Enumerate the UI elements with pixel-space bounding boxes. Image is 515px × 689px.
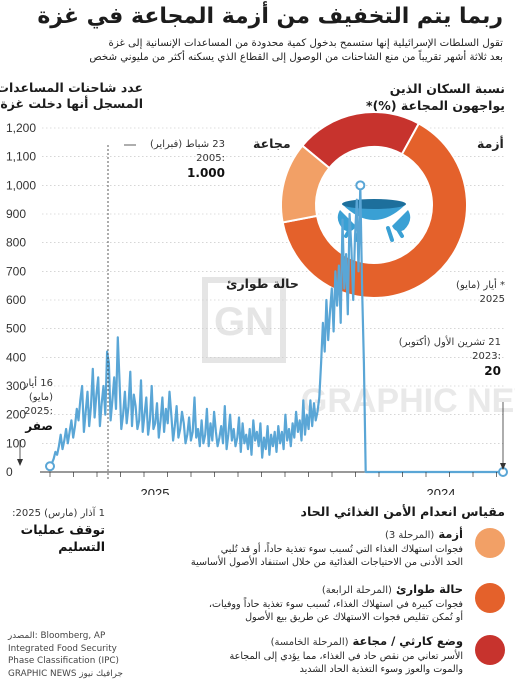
donut-label-emergency: حالة طوارئ xyxy=(226,276,299,291)
oct-year: :2023 xyxy=(472,351,501,362)
emergency-name: حالة طوارئ (المرحلة الرابعة) xyxy=(321,582,463,596)
stop-annotation: 1 آذار (مارس) 2025: توقف عمليات التسليم xyxy=(12,507,105,555)
source-line-3: Phase Classification (IPC) xyxy=(8,656,119,666)
famine-name: وضع كارثي / مجاعة (المرحلة الخامسة) xyxy=(270,634,463,648)
crisis-name: أزمة (المرحلة 3) xyxy=(384,527,463,541)
source-line-4: GRAPHIC NEWS جرافيك نيوز xyxy=(8,668,123,679)
donut-title: نسبة السكان الذين يواجهون المجاعة (%)* xyxy=(335,80,505,114)
scale-title: مقياس انعدام الأمن الغذائي الحاد xyxy=(300,504,505,519)
chart-title: عدد شاحنات المساعدات المسجل أنها دخلت غز… xyxy=(0,80,143,112)
y-axis-tick-labels: 0 100 200 300 400 500 600 700 800 900 1,000 1,100 1,… xyxy=(6,121,36,479)
page-title: ربما يتم التخفيف من أزمة المجاعة في غزة xyxy=(37,4,503,29)
stop-label-2: التسليم xyxy=(58,539,105,554)
y-tick-label: 200 xyxy=(6,408,26,422)
source-line-1: المصدر: Bloomberg, AP xyxy=(8,631,106,641)
scale-level-emergency: حالة طوارئ (المرحلة الرابعة) فجوات كبيرة… xyxy=(205,582,505,632)
y-tick-label: 800 xyxy=(6,236,26,250)
first-point-marker xyxy=(45,461,55,472)
subtitle-line-1: تقول السلطات الإسرائيلية إنها ستسمح بدخو… xyxy=(108,38,503,49)
famine-swatch xyxy=(475,635,505,665)
donut-date-month: * أيار (مايو) xyxy=(456,280,505,291)
donut-label-crisis: أزمة xyxy=(477,136,504,151)
y-tick-label: 100 xyxy=(6,436,26,450)
y-tick-label: 600 xyxy=(6,293,26,307)
x-tick-label-2024: 2024 xyxy=(427,486,456,495)
y-tick-label: 1,100 xyxy=(6,150,36,164)
x-axis-ticks: 2025 2024 xyxy=(49,472,497,495)
source-line-2: Integrated Food Security xyxy=(8,643,117,654)
donut-date-note: * أيار (مايو) 2025 xyxy=(456,279,505,307)
emergency-swatch xyxy=(475,583,505,613)
zero-year: :2025 xyxy=(24,406,53,417)
y-tick-label: 700 xyxy=(6,264,26,278)
oct-arrow-icon xyxy=(500,463,506,470)
watermark-logo: GN xyxy=(202,277,286,363)
peak-point-marker xyxy=(355,180,366,191)
zero-annotation: 16 أيار (مايو) :2025 صفر xyxy=(24,377,53,435)
crisis-desc: فجوات استهلاك الغذاء التي تُسبب سوء تغذي… xyxy=(190,544,463,568)
y-tick-label: 400 xyxy=(6,350,26,364)
donut-segment-emergency xyxy=(281,122,468,299)
subtitle-line-2: بعد ثلاثة أشهر تقريباً من منع الشاحنات م… xyxy=(89,52,503,63)
chart-title-line-2: المسجل أنها دخلت غزة xyxy=(0,96,143,111)
y-tick-label: 0 xyxy=(6,465,13,479)
source-note: المصدر: Bloomberg, AP Integrated Food Se… xyxy=(8,630,128,680)
zero-date: 16 أيار xyxy=(23,378,53,389)
svg-text:GN: GN xyxy=(214,300,274,344)
y-tick-label: 900 xyxy=(6,207,26,221)
donut-segment-crisis xyxy=(280,144,331,224)
stop-date: 1 آذار (مارس) 2025: xyxy=(12,508,105,519)
crisis-swatch xyxy=(475,528,505,558)
oct-value: 20 xyxy=(484,364,501,378)
scale-level-famine: وضع كارثي / مجاعة (المرحلة الخامسة) الأس… xyxy=(205,634,505,684)
zero-arrow-icon xyxy=(17,459,23,466)
y-tick-label: 1,200 xyxy=(6,121,36,135)
donut-title-line-1: نسبة السكان الذين xyxy=(389,81,505,96)
peak-annotation: 23 شباط (فبراير) :2005 1.000 xyxy=(150,138,225,182)
oct-date: 21 تشرين الأول (أكتوبر) xyxy=(398,337,501,348)
emergency-desc: فجوات كبيرة في استهلاك الغذاء، تُسبب سوء… xyxy=(208,599,463,623)
peak-year: :2005 xyxy=(196,153,225,164)
peak-date: 23 شباط (فبراير) xyxy=(150,139,225,150)
y-tick-label: 1,000 xyxy=(6,178,36,192)
watermark-text: GRAPHIC NEWS xyxy=(301,382,515,420)
aid-trucks-chart: 0 100 200 300 400 500 600 700 800 900 1,000 1,100 1,… xyxy=(6,111,515,495)
y-tick-label: 300 xyxy=(6,379,26,393)
famine-desc: الأسر تعاني من نقص حاد في الغذاء، مما يؤ… xyxy=(229,651,463,675)
donut-date-year: 2025 xyxy=(479,294,505,305)
peak-value: 1.000 xyxy=(187,166,225,180)
chart-title-line-1: عدد شاحنات المساعدات xyxy=(0,80,143,95)
famine-donut xyxy=(280,111,468,299)
y-tick-label: 500 xyxy=(6,322,26,336)
zero-value: صفر xyxy=(25,419,53,433)
stop-label-1: توقف عمليات xyxy=(20,522,105,537)
oct-annotation: 21 تشرين الأول (أكتوبر) :2023 20 xyxy=(399,336,501,380)
truck-series xyxy=(45,180,508,477)
x-tick-label-2025: 2025 xyxy=(141,486,170,495)
empty-bowls-icon xyxy=(332,194,416,242)
donut-label-famine: مجاعة xyxy=(253,136,291,151)
donut-title-line-2: يواجهون المجاعة (%)* xyxy=(366,98,505,113)
scale-level-crisis: أزمة (المرحلة 3) فجوات استهلاك الغذاء ال… xyxy=(190,527,505,577)
zero-month: (مايو) xyxy=(28,392,53,403)
